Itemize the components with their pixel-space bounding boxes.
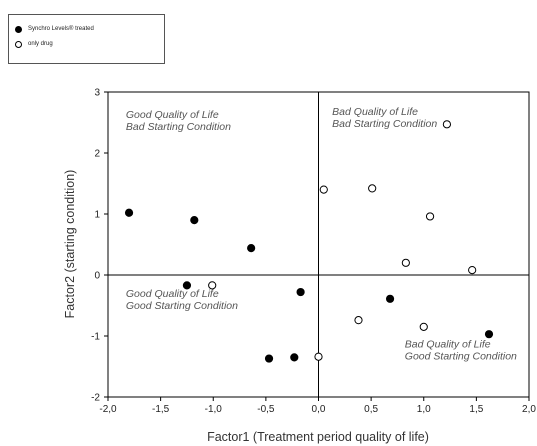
y-axis: -2 -1 0 1 2 3	[91, 88, 108, 404]
x-tick-label: -1,0	[205, 404, 223, 415]
point-treated	[124, 208, 134, 217]
quadrant-label-top-left: Bad Starting Condition	[126, 121, 231, 133]
point-only-drug	[314, 352, 323, 361]
quadrant-label-top-left: Good Quality of Life	[126, 109, 219, 121]
legend-label-only-drug: only drug	[28, 41, 53, 47]
legend-label-treated: Synchro Levels® treated	[28, 26, 94, 32]
point-only-drug	[442, 120, 452, 129]
x-tick-label: 1,5	[469, 404, 483, 415]
y-tick-label: -1	[91, 332, 100, 343]
y-tick-label: 2	[94, 149, 100, 160]
x-tick-label: 1,0	[417, 404, 431, 415]
y-tick-label: 0	[94, 271, 100, 282]
y-tick-label: 1	[94, 210, 100, 221]
open-circle-icon	[15, 40, 22, 48]
legend-item-treated: Synchro Levels® treated	[15, 23, 94, 35]
point-treated	[247, 244, 256, 253]
quadrant-label-bottom-left: Good Quality of Life	[126, 288, 219, 300]
x-tick-label: 0,0	[312, 404, 326, 415]
point-treated	[484, 330, 494, 339]
point-treated	[385, 294, 395, 303]
x-tick-label: -2,0	[99, 404, 117, 415]
quadrant-label-top-right: Bad Quality of Life	[332, 106, 418, 118]
y-axis-title: Factor2 (starting condition)	[63, 170, 77, 319]
point-treated	[290, 353, 299, 362]
data-points	[124, 120, 494, 363]
point-only-drug	[319, 185, 328, 194]
point-only-drug	[419, 322, 428, 331]
legend: Synchro Levels® treated only drug	[8, 14, 165, 64]
point-treated	[182, 281, 192, 290]
point-treated	[296, 287, 305, 297]
filled-circle-icon	[15, 25, 22, 33]
y-tick-label: 3	[94, 88, 100, 99]
legend-item-only-drug: only drug	[15, 38, 53, 50]
x-tick-label: 0,5	[364, 404, 378, 415]
x-axis-title: Factor1 (Treatment period quality of lif…	[207, 430, 429, 444]
point-only-drug	[401, 258, 410, 267]
x-tick-label: -1,5	[152, 404, 170, 415]
point-treated	[190, 216, 199, 225]
quadrant-label-bottom-left: Good Starting Condition	[126, 300, 238, 312]
quadrant-label-top-right: Bad Starting Condition	[332, 118, 437, 130]
point-only-drug	[208, 281, 217, 290]
point-only-drug	[354, 316, 363, 325]
x-tick-label: 2,0	[522, 404, 536, 415]
point-only-drug	[468, 266, 477, 275]
point-only-drug	[425, 212, 435, 221]
point-only-drug	[368, 184, 377, 193]
x-tick-label: -0,5	[257, 404, 275, 415]
quadrant-label-bottom-right: Good Starting Condition	[405, 351, 517, 363]
x-axis: -2,0 -1,5 -1,0 -0,5 0,0 0,5 1,0 1,5 2,0	[99, 397, 536, 415]
y-tick-label: -2	[91, 393, 100, 404]
point-treated	[264, 354, 274, 363]
quadrant-label-bottom-right: Bad Quality of Life	[405, 339, 491, 351]
